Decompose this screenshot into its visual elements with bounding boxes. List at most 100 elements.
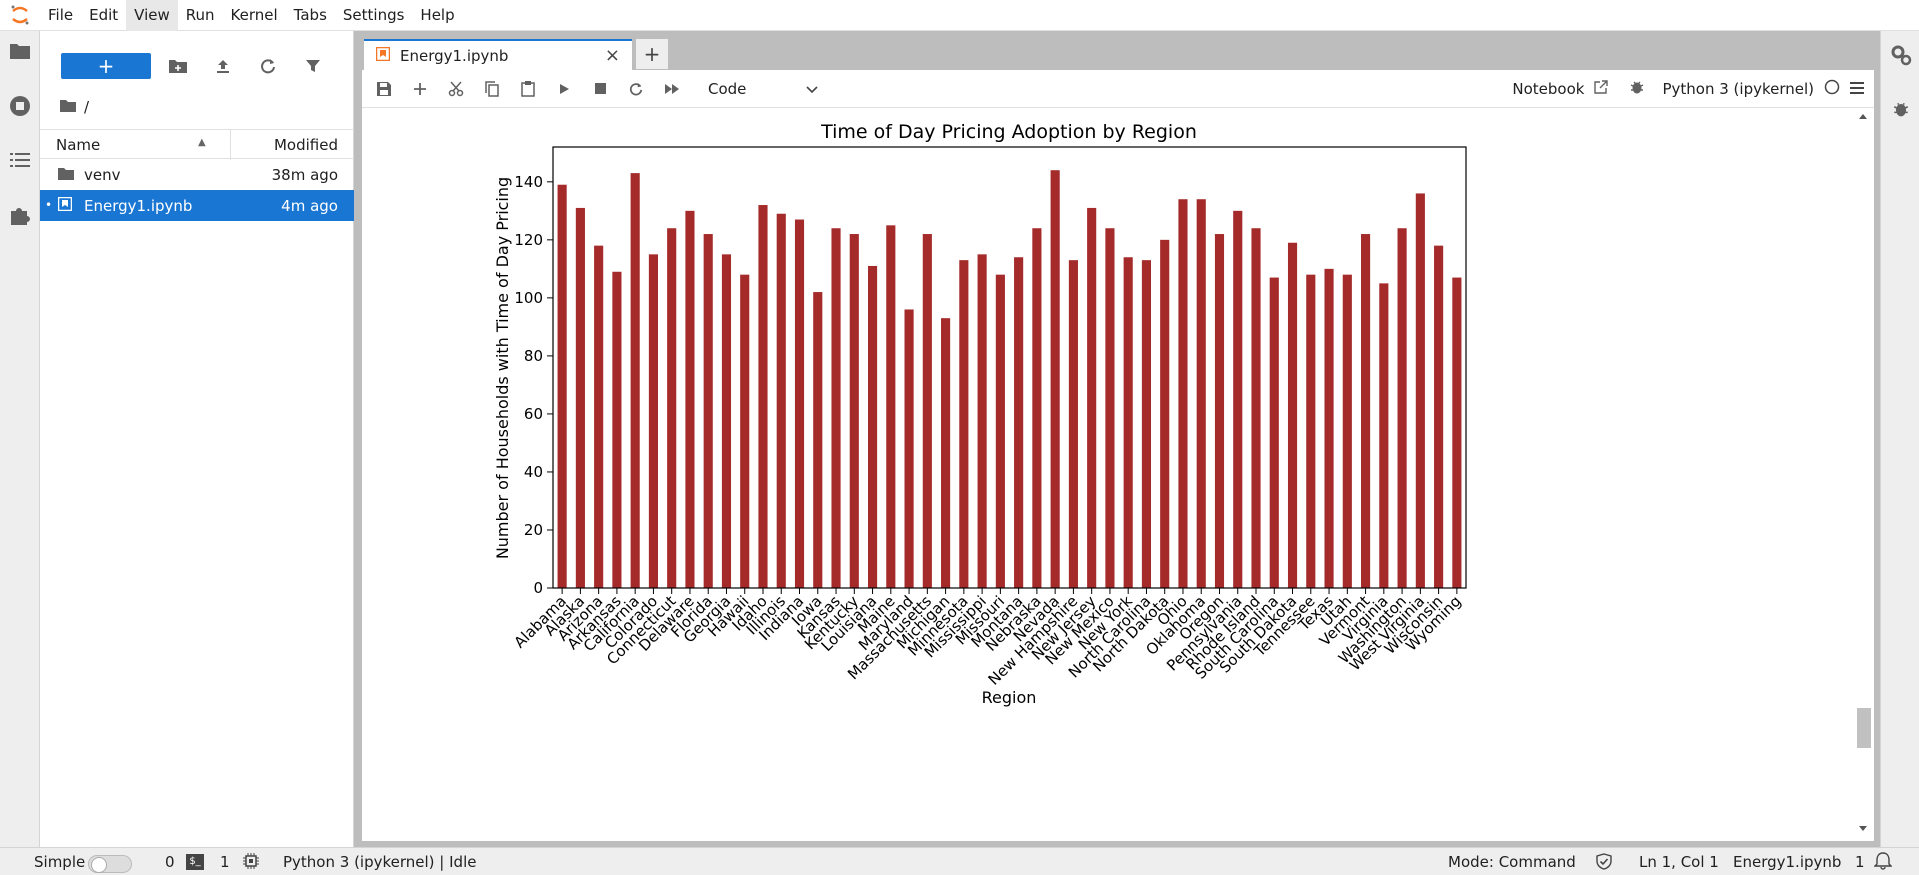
- right-sidebar: [1880, 31, 1919, 847]
- list-item[interactable]: venv 38m ago: [40, 159, 354, 190]
- y-axis-label: Number of Households with Time of Day Pr…: [493, 177, 512, 559]
- add-tab-button[interactable]: +: [636, 39, 668, 69]
- filter-icon[interactable]: [300, 53, 326, 79]
- run-icon[interactable]: [546, 74, 582, 104]
- bar: [1415, 193, 1425, 588]
- scrollbar[interactable]: [1852, 108, 1874, 841]
- breadcrumb-root[interactable]: /: [84, 98, 90, 116]
- paste-icon[interactable]: [510, 74, 546, 104]
- bar: [1233, 210, 1243, 588]
- menu-run[interactable]: Run: [185, 5, 215, 24]
- y-tick-label: 120: [514, 231, 543, 249]
- menu-kernel[interactable]: Kernel: [230, 5, 278, 24]
- table-of-contents-icon[interactable]: [0, 140, 40, 180]
- terminals-count[interactable]: 0: [165, 853, 175, 871]
- copy-icon[interactable]: [474, 74, 510, 104]
- new-folder-icon[interactable]: [165, 53, 191, 79]
- chevron-down-icon: [806, 80, 818, 98]
- menu-help[interactable]: Help: [420, 5, 455, 24]
- menu-edit[interactable]: Edit: [89, 5, 119, 24]
- debugger-bug-icon[interactable]: [1630, 79, 1644, 99]
- file-modified: 4m ago: [281, 197, 338, 215]
- y-tick-label: 20: [524, 521, 543, 539]
- bar: [1050, 170, 1060, 589]
- bar: [1434, 245, 1444, 589]
- running-sessions-icon[interactable]: [0, 86, 40, 126]
- bar: [1068, 260, 1078, 588]
- modified-column-header[interactable]: Modified: [273, 136, 338, 154]
- bar: [1087, 207, 1097, 588]
- bar: [721, 254, 732, 588]
- sort-ascending-icon[interactable]: ▲: [198, 137, 206, 148]
- bar: [794, 219, 805, 588]
- debugger-bug-icon[interactable]: [1881, 89, 1919, 129]
- jupyter-logo-icon: [0, 0, 40, 31]
- bar: [1214, 234, 1225, 588]
- file-browser-tab-icon[interactable]: [0, 31, 40, 71]
- tab-energy1[interactable]: Energy1.ipynb ×: [364, 39, 632, 70]
- trusted-shield-icon[interactable]: [1596, 853, 1612, 874]
- bar: [776, 213, 786, 588]
- bar: [867, 265, 878, 588]
- menu-tabs[interactable]: Tabs: [293, 5, 327, 24]
- cut-icon[interactable]: [438, 74, 474, 104]
- left-sidebar: [0, 31, 40, 847]
- external-link-icon[interactable]: [1594, 80, 1609, 98]
- bar: [648, 254, 658, 588]
- simple-mode-label: Simple: [34, 853, 86, 871]
- menu-settings[interactable]: Settings: [342, 5, 405, 24]
- new-launcher-button[interactable]: +: [61, 53, 151, 79]
- bar: [1196, 199, 1206, 588]
- main-area: Energy1.ipynb × +: [354, 31, 1880, 847]
- name-column-header[interactable]: Name: [56, 136, 101, 154]
- kernel-name[interactable]: Python 3 (ipykernel): [1662, 80, 1814, 98]
- cell-type-dropdown[interactable]: Code: [708, 75, 818, 103]
- restart-icon[interactable]: [618, 74, 654, 104]
- column-divider[interactable]: [230, 130, 231, 160]
- cursor-position[interactable]: Ln 1, Col 1: [1639, 853, 1719, 871]
- run-all-icon[interactable]: [654, 74, 690, 104]
- bar: [1361, 234, 1371, 588]
- save-icon[interactable]: [366, 74, 402, 104]
- open-in-notebook-link[interactable]: Notebook: [1512, 80, 1585, 98]
- x-axis-label: Region: [982, 688, 1037, 707]
- bar: [1251, 228, 1261, 588]
- bar: [1160, 239, 1170, 588]
- extensions-icon[interactable]: [0, 194, 40, 234]
- kernels-count[interactable]: 1: [220, 853, 230, 871]
- refresh-icon[interactable]: [255, 53, 281, 79]
- menu-view[interactable]: View: [126, 0, 178, 31]
- breadcrumb: /: [60, 95, 89, 119]
- menu-icon[interactable]: [1850, 80, 1864, 98]
- close-icon[interactable]: ×: [604, 45, 620, 66]
- kernel-status[interactable]: Python 3 (ipykernel) | Idle: [283, 853, 477, 871]
- menu-file[interactable]: File: [48, 5, 74, 24]
- folder-icon[interactable]: [60, 98, 76, 116]
- scroll-down-icon[interactable]: [1858, 825, 1868, 833]
- bar: [849, 234, 859, 588]
- scroll-up-icon[interactable]: [1858, 112, 1868, 120]
- terminal-icon[interactable]: $_: [186, 854, 204, 870]
- property-inspector-gears-icon[interactable]: [1881, 35, 1919, 75]
- y-tick-label: 140: [514, 173, 543, 191]
- bar: [922, 234, 932, 588]
- bar: [977, 254, 987, 588]
- simple-mode-toggle[interactable]: [88, 855, 132, 873]
- bell-icon[interactable]: [1873, 851, 1893, 874]
- stop-icon[interactable]: [582, 74, 618, 104]
- file-list-header: Name ▲ Modified: [40, 129, 354, 160]
- bar: [758, 205, 768, 588]
- insert-cell-icon[interactable]: [402, 74, 438, 104]
- plot-frame: [552, 146, 1467, 589]
- bar: [995, 274, 1005, 588]
- bar: [959, 260, 969, 588]
- notebook-icon: [57, 196, 73, 215]
- bar: [1178, 199, 1188, 588]
- notification-count[interactable]: 1: [1855, 853, 1865, 871]
- bar: [831, 228, 841, 588]
- tab-title: Energy1.ipynb: [400, 46, 509, 65]
- upload-icon[interactable]: [210, 53, 236, 79]
- scroll-thumb[interactable]: [1857, 708, 1871, 748]
- list-item[interactable]: • Energy1.ipynb 4m ago: [40, 190, 354, 221]
- bar: [1306, 274, 1316, 588]
